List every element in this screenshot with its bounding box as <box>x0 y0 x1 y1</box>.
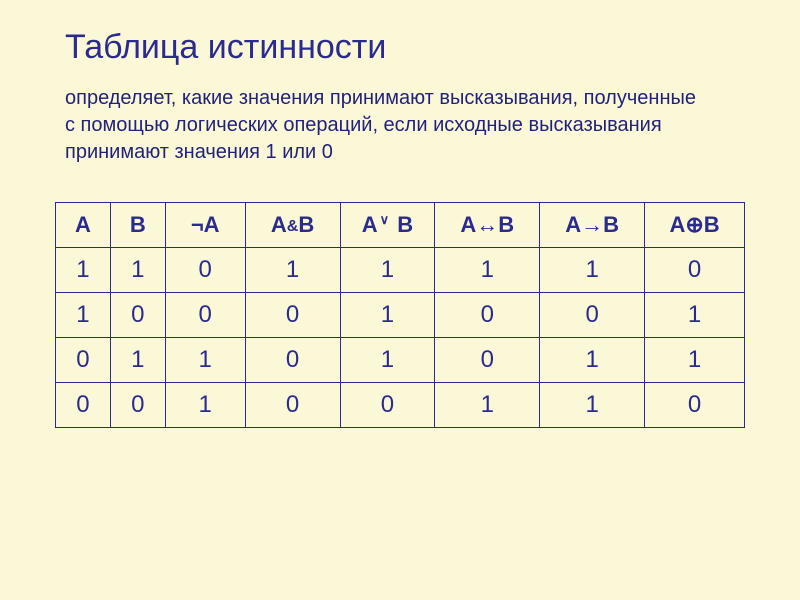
table-header-cell: A&B <box>245 203 340 248</box>
table-row: 00100110 <box>56 383 745 428</box>
table-cell: 0 <box>540 293 645 338</box>
truth-table: AB¬AA&BA∨ BA↔BA→BA⊕B 1101111010001001011… <box>55 202 745 428</box>
table-cell: 1 <box>645 293 745 338</box>
table-row: 10001001 <box>56 293 745 338</box>
table-cell: 0 <box>435 293 540 338</box>
table-cell: 0 <box>645 248 745 293</box>
table-header-cell: ¬A <box>165 203 245 248</box>
table-header-cell: B <box>110 203 165 248</box>
table-row: 01101011 <box>56 338 745 383</box>
table-cell: 0 <box>165 248 245 293</box>
table-header-row: AB¬AA&BA∨ BA↔BA→BA⊕B <box>56 203 745 248</box>
slide-description: определяет, какие значения принимают выс… <box>65 85 705 166</box>
table-header-cell: A∨ B <box>340 203 435 248</box>
table-cell: 0 <box>645 383 745 428</box>
table-cell: 1 <box>540 338 645 383</box>
table-cell: 1 <box>110 248 165 293</box>
table-cell: 0 <box>245 383 340 428</box>
table-cell: 1 <box>165 383 245 428</box>
table-cell: 1 <box>165 338 245 383</box>
table-cell: 1 <box>245 248 340 293</box>
table-cell: 0 <box>110 293 165 338</box>
table-header-cell: A⊕B <box>645 203 745 248</box>
table-cell: 1 <box>56 248 111 293</box>
table-cell: 0 <box>110 383 165 428</box>
table-cell: 1 <box>645 338 745 383</box>
table-cell: 0 <box>56 383 111 428</box>
table-cell: 1 <box>110 338 165 383</box>
table-cell: 1 <box>540 383 645 428</box>
table-cell: 0 <box>340 383 435 428</box>
table-cell: 1 <box>435 383 540 428</box>
table-cell: 1 <box>540 248 645 293</box>
table-cell: 1 <box>56 293 111 338</box>
table-cell: 0 <box>245 293 340 338</box>
table-cell: 0 <box>56 338 111 383</box>
table-cell: 0 <box>435 338 540 383</box>
table-cell: 0 <box>165 293 245 338</box>
table-cell: 0 <box>245 338 340 383</box>
table-cell: 1 <box>435 248 540 293</box>
slide-title: Таблица истинности <box>65 28 745 67</box>
table-header-cell: A→B <box>540 203 645 248</box>
table-row: 11011110 <box>56 248 745 293</box>
table-header-cell: A <box>56 203 111 248</box>
table-cell: 1 <box>340 338 435 383</box>
table-cell: 1 <box>340 248 435 293</box>
table-cell: 1 <box>340 293 435 338</box>
table-header-cell: A↔B <box>435 203 540 248</box>
